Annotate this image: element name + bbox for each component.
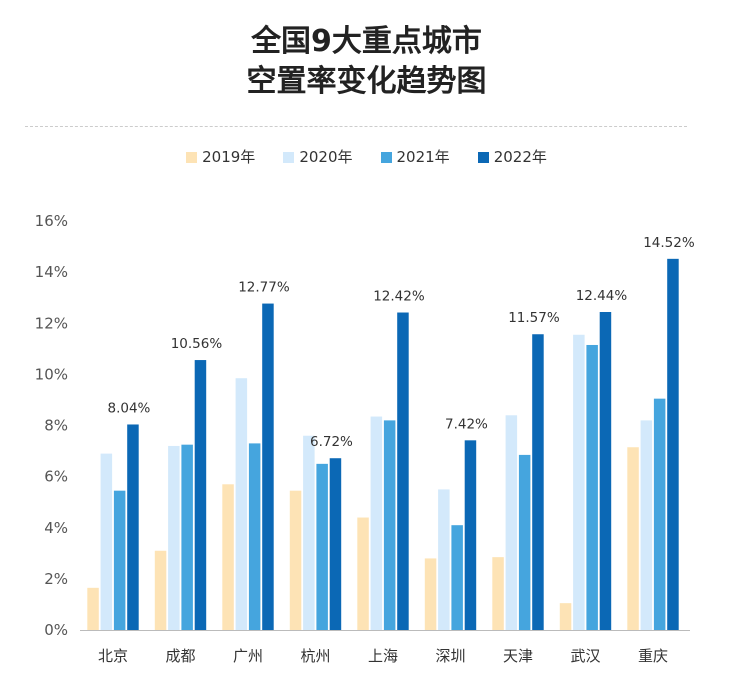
data-label: 10.56% — [171, 336, 223, 352]
chart-title: 全国9大重点城市 空置率变化趋势图 — [0, 22, 733, 102]
bar — [438, 489, 450, 630]
x-tick-label: 重庆 — [638, 647, 668, 665]
bar — [316, 463, 328, 630]
bar — [667, 258, 679, 630]
bar — [653, 398, 666, 630]
legend: 2019年 2020年 2021年 2022年 — [0, 146, 733, 167]
bar — [222, 484, 234, 630]
bar — [492, 557, 504, 630]
bar — [424, 558, 437, 630]
legend-label: 2020年 — [299, 148, 353, 166]
legend-label: 2022年 — [493, 148, 547, 166]
x-tick-label: 上海 — [368, 647, 398, 665]
data-label: 12.42% — [373, 289, 425, 305]
y-tick-label: 2% — [44, 570, 68, 588]
bar — [113, 490, 126, 630]
legend-item: 2019年 — [186, 146, 255, 167]
bar — [383, 420, 396, 630]
bar — [573, 334, 585, 630]
y-tick-label: 8% — [44, 417, 68, 435]
bar — [127, 424, 139, 630]
y-tick-label: 14% — [35, 263, 68, 281]
x-tick-label: 深圳 — [435, 647, 465, 665]
y-tick-label: 10% — [35, 365, 68, 383]
legend-label: 2021年 — [396, 148, 450, 166]
bar — [397, 312, 409, 630]
data-label: 12.44% — [576, 288, 628, 304]
data-label: 6.72% — [310, 434, 353, 450]
x-tick-label: 杭州 — [300, 647, 330, 665]
bar — [329, 458, 342, 630]
bar — [248, 443, 261, 630]
y-tick-label: 4% — [44, 519, 68, 537]
legend-label: 2019年 — [202, 148, 256, 166]
y-tick-label: 6% — [44, 468, 68, 486]
bar — [627, 447, 639, 630]
bar — [559, 603, 572, 630]
data-label: 14.52% — [643, 235, 695, 251]
legend-item: 2020年 — [283, 146, 353, 167]
data-label: 11.57% — [508, 310, 560, 326]
title-line-1: 全国9大重点城市 — [251, 24, 482, 59]
bar — [181, 444, 193, 630]
bar — [370, 416, 383, 630]
y-tick-label: 12% — [35, 314, 68, 332]
bar — [532, 334, 544, 630]
legend-swatch — [186, 152, 198, 163]
bar — [262, 303, 274, 630]
y-tick-label: 0% — [44, 621, 68, 639]
bar — [464, 440, 477, 630]
x-tick-label: 武汉 — [570, 647, 600, 665]
bar — [451, 525, 463, 630]
bar — [87, 587, 99, 630]
bar — [194, 360, 207, 630]
bar — [289, 490, 302, 630]
legend-item: 2022年 — [477, 146, 547, 167]
x-tick-label: 北京 — [98, 647, 128, 665]
x-tick-label: 广州 — [233, 647, 263, 665]
legend-swatch — [380, 152, 392, 163]
bar — [586, 344, 598, 630]
bar — [518, 454, 531, 630]
x-tick-label: 成都 — [165, 647, 195, 665]
legend-swatch — [283, 152, 295, 163]
data-label: 12.77% — [238, 280, 290, 296]
bar — [505, 415, 518, 630]
bar — [235, 378, 248, 630]
bar — [303, 435, 315, 630]
x-tick-label: 天津 — [503, 647, 533, 665]
title-line-2: 空置率变化趋势图 — [246, 64, 487, 99]
data-label: 7.42% — [445, 416, 488, 432]
divider — [25, 126, 687, 127]
y-tick-label: 16% — [35, 212, 68, 230]
data-label: 8.04% — [108, 400, 151, 416]
bar — [168, 445, 180, 630]
bar — [599, 312, 612, 630]
bar — [640, 420, 653, 630]
bar — [154, 550, 167, 630]
legend-swatch — [477, 152, 489, 163]
legend-item: 2021年 — [380, 146, 450, 167]
bar — [100, 453, 113, 630]
bar — [357, 517, 369, 630]
